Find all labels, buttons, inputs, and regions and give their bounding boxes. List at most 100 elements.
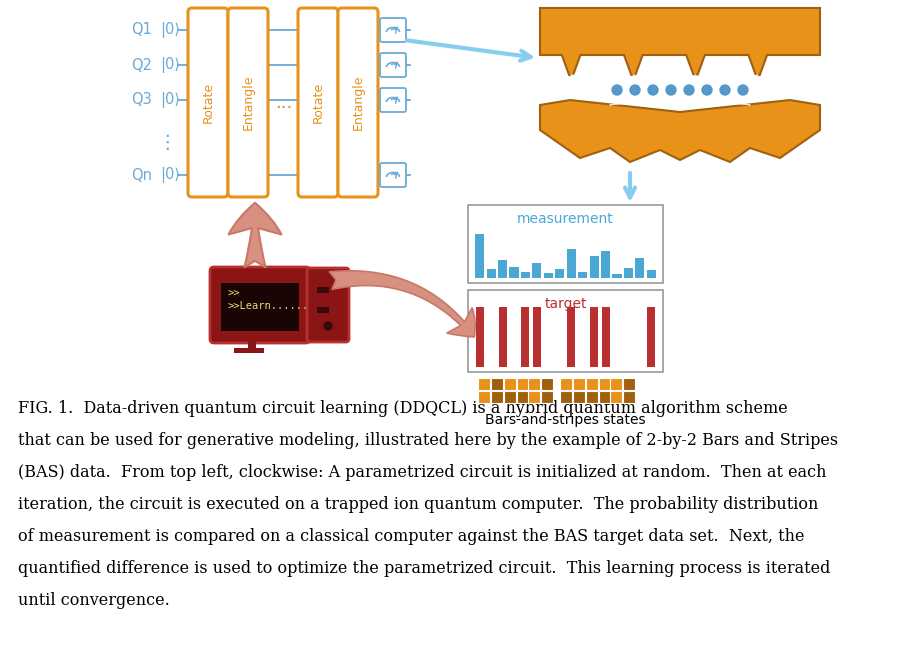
Bar — [610, 391, 621, 403]
Bar — [573, 391, 584, 403]
Bar — [578, 272, 587, 278]
Bar — [585, 391, 597, 403]
FancyBboxPatch shape — [210, 267, 310, 343]
Bar — [528, 391, 539, 403]
Bar — [556, 269, 565, 278]
Bar — [499, 307, 507, 367]
Bar — [540, 378, 553, 390]
Polygon shape — [540, 8, 820, 75]
Text: (BAS) data.  From top left, clockwise: A parametrized circuit is initialized at : (BAS) data. From top left, clockwise: A … — [18, 464, 826, 481]
Circle shape — [738, 85, 748, 95]
Bar — [624, 267, 633, 278]
Bar — [585, 378, 597, 390]
Bar — [317, 287, 329, 293]
Bar — [647, 270, 656, 278]
Text: Qn: Qn — [131, 167, 152, 182]
Bar — [517, 378, 529, 390]
Bar — [622, 391, 634, 403]
Bar — [533, 307, 541, 367]
Bar — [590, 256, 599, 278]
Text: quantified difference is used to optimize the parametrized circuit.  This learni: quantified difference is used to optimiz… — [18, 560, 831, 577]
Bar — [234, 348, 264, 353]
Bar — [599, 378, 611, 390]
Text: |0⟩: |0⟩ — [160, 22, 180, 38]
Circle shape — [666, 85, 676, 95]
Bar — [498, 260, 507, 278]
Text: >>Learn......: >>Learn...... — [227, 301, 308, 311]
Bar — [517, 391, 529, 403]
Text: ...: ... — [275, 94, 292, 111]
Circle shape — [324, 322, 332, 330]
Text: >>: >> — [227, 289, 240, 299]
FancyBboxPatch shape — [380, 53, 406, 77]
Circle shape — [720, 85, 730, 95]
Bar — [520, 272, 530, 278]
FancyBboxPatch shape — [307, 268, 349, 342]
Bar — [532, 264, 541, 278]
Circle shape — [612, 85, 622, 95]
Text: target: target — [544, 297, 586, 311]
Bar — [610, 378, 621, 390]
Bar — [221, 283, 299, 331]
FancyBboxPatch shape — [380, 163, 406, 187]
Text: that can be used for generative modeling, illustrated here by the example of 2-b: that can be used for generative modeling… — [18, 432, 838, 449]
Bar — [602, 307, 610, 367]
Bar — [468, 205, 663, 283]
Circle shape — [684, 85, 694, 95]
Circle shape — [630, 85, 640, 95]
Text: |0⟩: |0⟩ — [160, 57, 180, 73]
FancyBboxPatch shape — [338, 8, 378, 197]
Text: ⋮: ⋮ — [157, 133, 177, 152]
Bar — [567, 307, 575, 367]
Bar — [590, 307, 598, 367]
Bar — [491, 378, 502, 390]
Bar — [540, 391, 553, 403]
Bar — [528, 378, 539, 390]
Circle shape — [702, 85, 712, 95]
Bar — [503, 391, 516, 403]
Bar — [612, 274, 621, 278]
Bar — [477, 391, 490, 403]
Bar — [601, 251, 610, 278]
Bar — [475, 307, 483, 367]
Bar — [521, 307, 529, 367]
FancyBboxPatch shape — [380, 18, 406, 42]
Bar — [475, 233, 484, 278]
Bar — [317, 307, 329, 313]
Text: iteration, the circuit is executed on a trapped ion quantum computer.  The proba: iteration, the circuit is executed on a … — [18, 496, 818, 513]
Bar — [510, 267, 519, 278]
Text: Entangle: Entangle — [352, 75, 364, 130]
Bar — [486, 269, 496, 278]
Bar — [599, 391, 611, 403]
FancyBboxPatch shape — [298, 8, 338, 197]
Bar — [648, 307, 655, 367]
Text: Q2: Q2 — [131, 58, 152, 73]
Bar — [468, 290, 663, 372]
FancyBboxPatch shape — [228, 8, 268, 197]
Text: measurement: measurement — [517, 212, 614, 226]
Text: Entangle: Entangle — [242, 75, 254, 130]
Bar — [635, 258, 644, 278]
Text: Rotate: Rotate — [311, 82, 325, 123]
FancyBboxPatch shape — [188, 8, 228, 197]
Text: of measurement is compared on a classical computer against the BAS target data s: of measurement is compared on a classica… — [18, 528, 805, 545]
FancyBboxPatch shape — [380, 88, 406, 112]
Text: FIG. 1.  Data-driven quantum circuit learning (DDQCL) is a hybrid quantum algori: FIG. 1. Data-driven quantum circuit lear… — [18, 400, 787, 417]
Text: until convergence.: until convergence. — [18, 592, 170, 609]
Text: |0⟩: |0⟩ — [160, 167, 180, 183]
Bar — [622, 378, 634, 390]
Text: Bars-and-stripes states: Bars-and-stripes states — [485, 413, 646, 427]
Bar — [559, 378, 572, 390]
Bar — [503, 378, 516, 390]
Circle shape — [648, 85, 658, 95]
Bar — [248, 341, 256, 353]
Bar — [559, 391, 572, 403]
Bar — [573, 378, 584, 390]
Text: Q3: Q3 — [132, 92, 152, 107]
Bar — [566, 249, 575, 278]
Text: Q1: Q1 — [131, 22, 152, 37]
Text: |0⟩: |0⟩ — [160, 92, 180, 108]
Bar — [477, 378, 490, 390]
Text: Rotate: Rotate — [201, 82, 215, 123]
Bar — [544, 273, 553, 278]
